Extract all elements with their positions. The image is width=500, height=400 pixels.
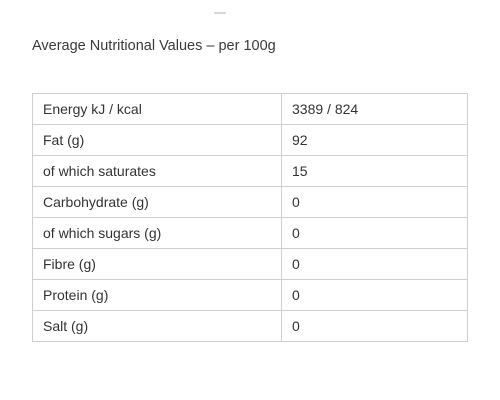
table-row: of which sugars (g) 0: [32, 217, 468, 249]
row-label: Protein (g): [32, 279, 282, 311]
table-row: of which saturates 15: [32, 155, 468, 187]
row-value: 15: [281, 155, 468, 187]
nutrition-heading: Average Nutritional Values – per 100g: [32, 38, 276, 54]
row-label: Energy kJ / kcal: [32, 93, 282, 125]
nutrition-table: Energy kJ / kcal 3389 / 824 Fat (g) 92 o…: [32, 93, 468, 342]
row-value: 3389 / 824: [281, 93, 468, 125]
row-value: 92: [281, 124, 468, 156]
row-value: 0: [281, 310, 468, 342]
table-row: Fat (g) 92: [32, 124, 468, 156]
table-row: Energy kJ / kcal 3389 / 824: [32, 93, 468, 125]
table-row: Salt (g) 0: [32, 310, 468, 342]
table-row: Fibre (g) 0: [32, 248, 468, 280]
row-label: Carbohydrate (g): [32, 186, 282, 218]
row-label: Salt (g): [32, 310, 282, 342]
row-value: 0: [281, 217, 468, 249]
row-label: Fibre (g): [32, 248, 282, 280]
row-value: 0: [281, 186, 468, 218]
row-value: 0: [281, 279, 468, 311]
row-label: Fat (g): [32, 124, 282, 156]
row-label: of which sugars (g): [32, 217, 282, 249]
row-value: 0: [281, 248, 468, 280]
row-label: of which saturates: [32, 155, 282, 187]
table-row: Protein (g) 0: [32, 279, 468, 311]
top-divider-mark: [214, 12, 226, 14]
table-row: Carbohydrate (g) 0: [32, 186, 468, 218]
nutrition-table-body: Energy kJ / kcal 3389 / 824 Fat (g) 92 o…: [32, 93, 468, 342]
